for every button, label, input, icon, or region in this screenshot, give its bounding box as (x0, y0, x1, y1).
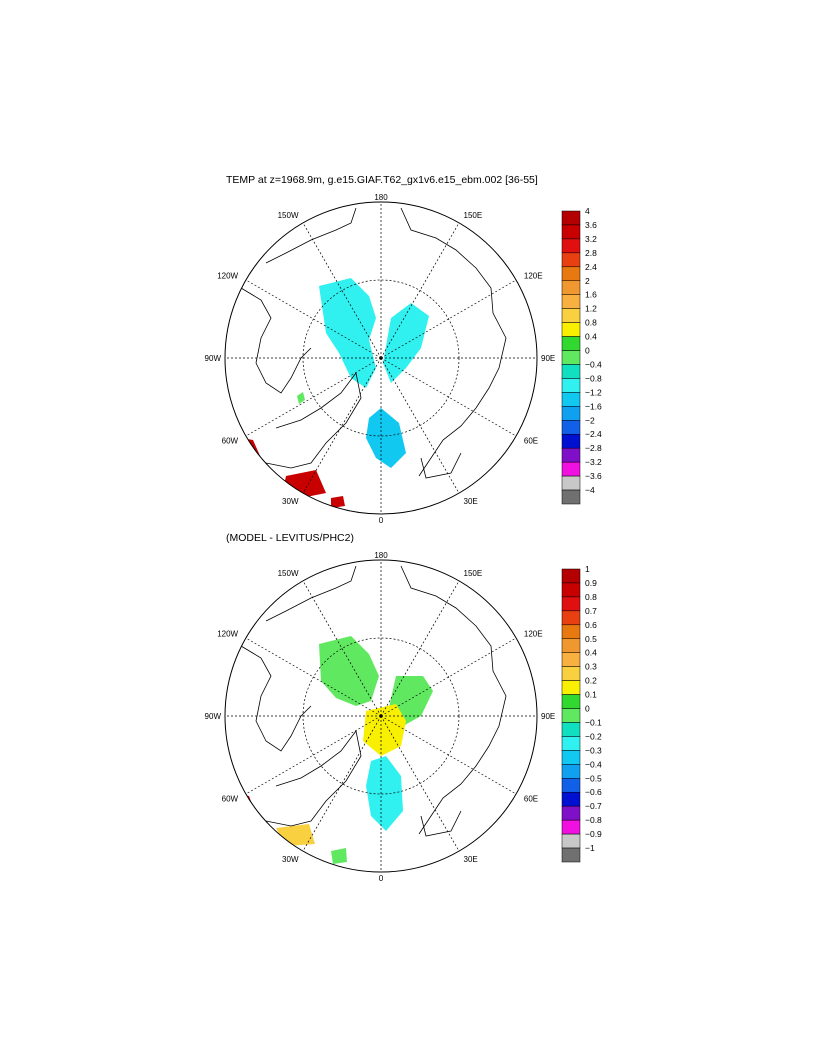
colorbar-swatch (561, 336, 581, 351)
colorbar-swatch (561, 406, 581, 421)
meridian-line (302, 357, 382, 494)
longitude-label: 90E (541, 354, 555, 363)
field-region (319, 278, 376, 388)
colorbar-label: −2.8 (585, 443, 602, 453)
meridian-line (302, 222, 382, 359)
colorbar-label: 3.2 (585, 234, 597, 244)
longitude-label: 120W (217, 272, 238, 281)
colorbar-swatch (561, 322, 581, 337)
field-region (366, 408, 406, 468)
longitude-label: 60E (524, 437, 538, 446)
colorbar-label: −1.6 (585, 401, 602, 411)
colorbar-label: −3.6 (585, 471, 602, 481)
colorbar-swatch (561, 461, 581, 477)
meridian-line (380, 357, 460, 494)
panel-1-map-group: 180 150E 120E 90E 60E 30E 0 30W 60W 90W 120W 150W 4 3… (205, 193, 603, 525)
colorbar-label: −0.8 (585, 373, 602, 383)
colorbar-label: 3.6 (585, 220, 597, 230)
meridian-line (380, 357, 517, 437)
colorbar-swatch (561, 252, 581, 268)
colorbar-swatch (561, 392, 581, 407)
colorbar-label: −3.2 (585, 457, 602, 467)
longitude-label: 60W (222, 437, 239, 446)
colorbar-swatch (561, 420, 581, 435)
longitude-label: 150W (278, 211, 299, 220)
colorbar-swatch (561, 433, 581, 449)
field-shading (231, 207, 507, 508)
longitude-label: 120E (524, 272, 543, 281)
panel-2-title: (MODEL - LEVITUS/PHC2) (226, 532, 354, 544)
colorbar-swatch (561, 280, 581, 295)
colorbar-swatch (561, 489, 581, 505)
colorbar-label: 0.4 (585, 332, 597, 342)
colorbar-swatch (561, 294, 581, 309)
field-region (331, 496, 345, 508)
field-region (383, 303, 429, 383)
colorbar-swatch (561, 308, 581, 323)
colorbar-swatch (561, 350, 581, 365)
colorbar-swatch (561, 364, 581, 379)
field-region (297, 392, 305, 404)
colorbar-label: 2 (585, 276, 590, 286)
longitude-label: 30E (464, 497, 478, 506)
colorbar-label: 4 (585, 206, 590, 216)
panel-1-title: TEMP at z=1968.9m, g.e15.GIAF.T62_gx1v6.… (226, 174, 538, 186)
longitude-label: 150E (464, 211, 483, 220)
longitude-label: 0 (379, 516, 384, 525)
colorbar-swatch (561, 210, 581, 226)
longitude-label: 90W (205, 354, 222, 363)
colorbar-swatch (561, 378, 581, 393)
colorbar-swatch (561, 475, 581, 491)
meridian-line (245, 357, 382, 437)
colorbar-label: 1.2 (585, 304, 597, 314)
colorbar-swatch (561, 266, 581, 282)
colorbar-label: −2 (585, 415, 595, 425)
colorbar-swatch (561, 447, 581, 463)
colorbar-label: 2.4 (585, 262, 597, 272)
coastline (240, 207, 507, 479)
colorbar-swatch (561, 224, 581, 240)
map-boundary (224, 201, 538, 515)
colorbar-label: 0 (585, 346, 590, 356)
colorbar-label: −4 (585, 485, 595, 495)
meridian-line (245, 279, 382, 359)
colorbar-label: 1.6 (585, 290, 597, 300)
colorbar-swatch (561, 238, 581, 254)
colorbar-label: −1.2 (585, 387, 602, 397)
colorbar-label: 0.8 (585, 318, 597, 328)
colorbar-label: −0.4 (585, 359, 602, 369)
colorbar-label: 2.8 (585, 248, 597, 258)
meridian-line (380, 279, 517, 359)
longitude-label: 30W (282, 497, 299, 506)
meridian-line (380, 222, 460, 359)
longitude-label: 180 (374, 193, 388, 202)
colorbar-label: −2.4 (585, 429, 602, 439)
